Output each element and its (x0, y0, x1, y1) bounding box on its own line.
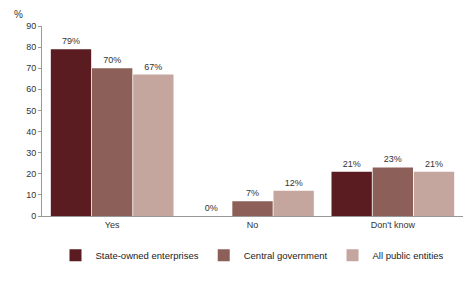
svg-text:70%: 70% (103, 55, 121, 65)
svg-text:21%: 21% (425, 159, 443, 169)
svg-text:12%: 12% (285, 178, 303, 188)
svg-text:40: 40 (26, 127, 36, 137)
svg-text:Don't know: Don't know (371, 220, 416, 230)
svg-text:21%: 21% (343, 159, 361, 169)
svg-text:60: 60 (26, 84, 36, 94)
svg-text:23%: 23% (384, 154, 402, 164)
svg-text:0%: 0% (205, 203, 218, 213)
svg-text:All public entities: All public entities (373, 250, 444, 261)
svg-text:Central government: Central government (244, 250, 328, 261)
svg-text:%: % (14, 9, 23, 20)
svg-text:70: 70 (26, 63, 36, 73)
svg-text:80: 80 (26, 42, 36, 52)
svg-text:10: 10 (26, 190, 36, 200)
svg-text:No: No (247, 220, 259, 230)
svg-text:20: 20 (26, 169, 36, 179)
svg-text:Yes: Yes (105, 220, 120, 230)
svg-text:State-owned enterprises: State-owned enterprises (96, 250, 199, 261)
svg-text:30: 30 (26, 148, 36, 158)
svg-text:79%: 79% (62, 36, 80, 46)
svg-text:67%: 67% (144, 62, 162, 72)
svg-text:7%: 7% (246, 188, 259, 198)
svg-text:0: 0 (31, 211, 36, 221)
svg-text:90: 90 (26, 21, 36, 31)
svg-text:50: 50 (26, 106, 36, 116)
